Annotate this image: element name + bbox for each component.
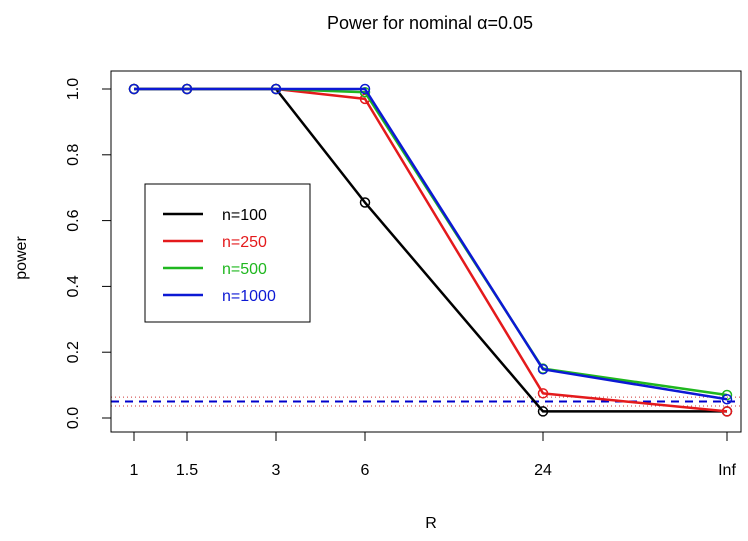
x-tick-label: Inf	[718, 462, 736, 479]
y-axis-label: power	[13, 236, 30, 280]
data-point	[537, 388, 549, 399]
data-point	[537, 406, 549, 417]
data-point	[721, 393, 733, 405]
x-axis: 1 1.5 3 6 24 Inf	[130, 431, 736, 479]
legend: n=100 n=250 n=500 n=1000	[144, 183, 311, 323]
y-tick-label: 0.8	[65, 144, 82, 166]
data-point	[721, 406, 733, 417]
data-point	[359, 197, 371, 208]
title-prefix: Power for nominal	[327, 13, 477, 33]
x-tick-label: 3	[272, 462, 281, 479]
legend-label: n=500	[222, 261, 267, 278]
title-alpha-symbol: α	[477, 13, 487, 33]
x-tick-label: 1.5	[176, 462, 198, 479]
chart-title: Power for nominal α=0.05	[327, 13, 533, 33]
data-point	[537, 364, 549, 375]
y-tick-label: 0.0	[65, 407, 82, 429]
data-point	[721, 389, 733, 401]
data-point	[181, 83, 193, 95]
x-tick-label: 6	[361, 462, 370, 479]
y-tick-label: 0.4	[65, 275, 82, 297]
title-suffix: =0.05	[487, 13, 533, 33]
y-tick-label: 0.6	[65, 209, 82, 231]
series-n=1000	[128, 83, 733, 405]
x-tick-label: 1	[130, 462, 139, 479]
data-point	[270, 83, 282, 95]
legend-label: n=1000	[222, 288, 276, 305]
data-point	[359, 83, 371, 95]
series-group	[128, 83, 733, 417]
legend-label: n=100	[222, 207, 267, 224]
y-tick-label: 0.2	[65, 341, 82, 363]
y-axis: 0.0 0.2 0.4 0.6 0.8 1.0	[65, 78, 112, 429]
legend-label: n=250	[222, 234, 267, 251]
x-axis-label: R	[425, 515, 437, 532]
legend-box	[144, 183, 311, 323]
data-point	[128, 83, 140, 95]
x-tick-label: 24	[534, 462, 552, 479]
y-tick-label: 1.0	[65, 78, 82, 100]
series-line	[134, 87, 728, 401]
